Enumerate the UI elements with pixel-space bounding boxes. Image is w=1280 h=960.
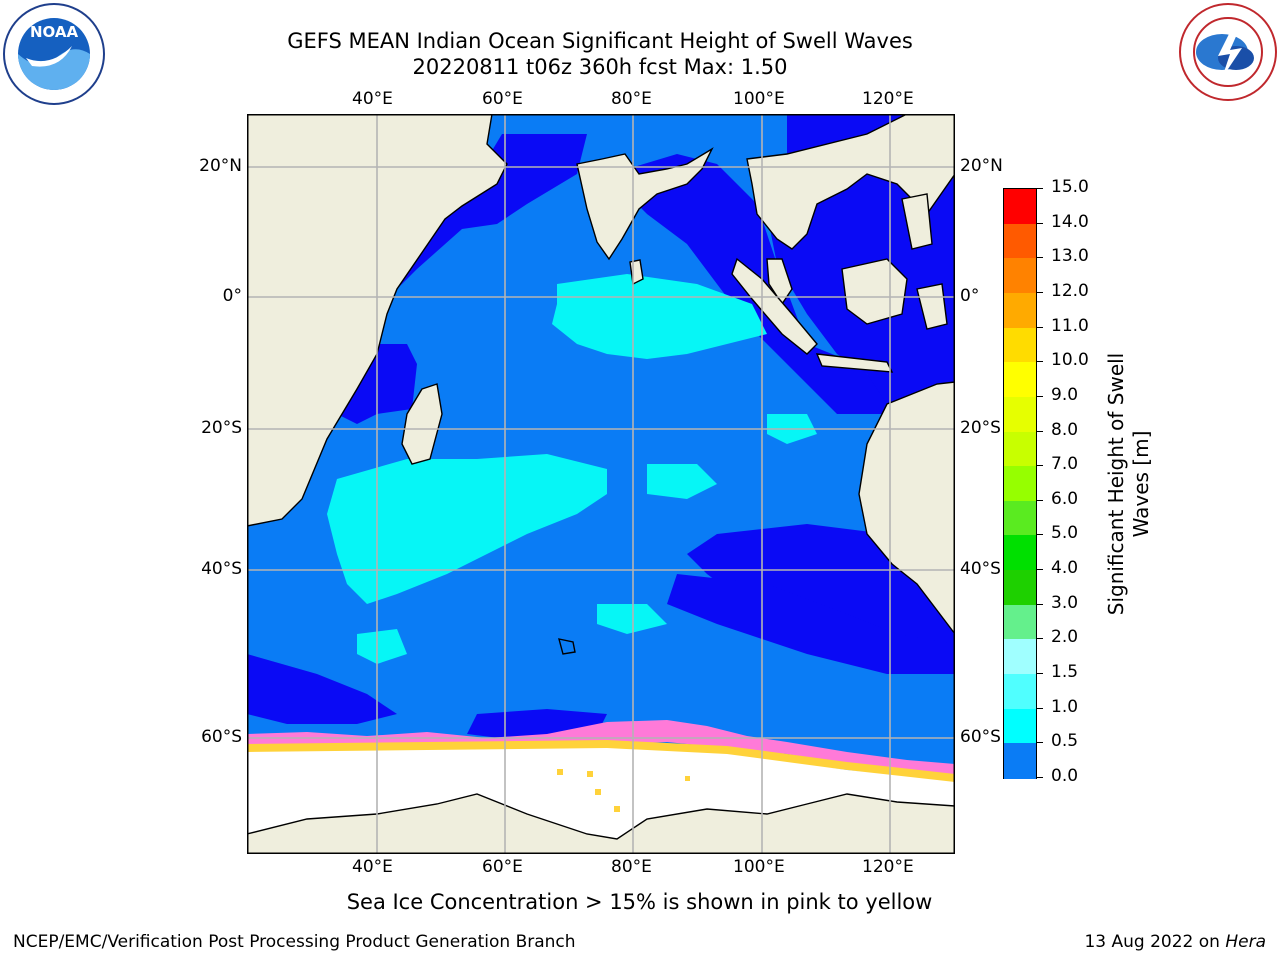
colorbar-segment [1004, 258, 1036, 294]
gridlines [247, 114, 955, 854]
lat-label-right-20n: 20°N [960, 156, 1003, 176]
colorbar-tick-mark [1037, 430, 1043, 432]
colorbar-tick-mark [1037, 638, 1043, 640]
colorbar-segment [1004, 292, 1036, 329]
map-panel [247, 114, 955, 854]
footer-date-text: 13 Aug 2022 on [1084, 932, 1226, 952]
lat-label-left-20n: 20°N [199, 156, 242, 176]
colorbar-segment [1004, 639, 1036, 675]
colorbar [1003, 188, 1037, 779]
colorbar-tick-mark [1037, 499, 1043, 501]
lat-label-left-0: 0° [222, 286, 242, 306]
colorbar-segment [1004, 396, 1036, 433]
noaa-logo-text: NOAA [30, 23, 79, 41]
footer-producer: NCEP/EMC/Verification Post Processing Pr… [13, 932, 576, 952]
colorbar-tick-label: 4.0 [1051, 558, 1079, 579]
colorbar-tick-label: 14.0 [1051, 211, 1089, 232]
colorbar-tick-label: 15.0 [1051, 177, 1089, 197]
lon-label-top-100e: 100°E [733, 89, 785, 109]
colorbar-tick-mark [1037, 742, 1043, 744]
colorbar-tick-label: 0.0 [1051, 766, 1079, 786]
colorbar-tick-label: 9.0 [1051, 384, 1079, 405]
colorbar-segment [1004, 223, 1036, 259]
map-frame [247, 114, 955, 854]
lon-label-bottom-40e: 40°E [352, 857, 393, 877]
colorbar-tick-mark [1037, 777, 1043, 778]
colorbar-tick-mark [1037, 603, 1043, 605]
colorbar-segment [1004, 535, 1036, 571]
colorbar-tick-label: 8.0 [1051, 419, 1079, 440]
colorbar-tick-mark [1037, 291, 1043, 293]
map-title-line2: 20220811 t06z 360h fcst Max: 1.50 [412, 55, 788, 79]
lon-label-top-40e: 40°E [352, 89, 393, 109]
colorbar-segment [1004, 604, 1036, 640]
antarctica [247, 793, 955, 854]
colorbar-segment [1004, 674, 1036, 710]
colorbar-label-line2: Waves [m] [1129, 430, 1153, 538]
colorbar-segment [1004, 362, 1036, 398]
colorbar-tick-label: 11.0 [1051, 315, 1089, 336]
lat-label-right-60s: 60°S [960, 727, 1001, 747]
colorbar-tick-label: 2.0 [1051, 627, 1079, 648]
colorbar-tick-label: 1.0 [1051, 696, 1079, 717]
land-masses [247, 114, 955, 655]
lon-label-top-60e: 60°E [482, 89, 523, 109]
colorbar-segment [1004, 570, 1036, 606]
colorbar-tick-mark [1037, 707, 1043, 709]
map-title-line1: GEFS MEAN Indian Ocean Significant Heigh… [287, 29, 913, 53]
lat-label-right-20s: 20°S [960, 418, 1001, 438]
colorbar-tick-mark [1037, 569, 1043, 571]
colorbar-tick-label: 0.5 [1051, 731, 1079, 752]
lat-label-left-20s: 20°S [201, 418, 242, 438]
lat-label-left-40s: 40°S [201, 559, 242, 579]
colorbar-tick-mark [1037, 465, 1043, 467]
colorbar-tick-mark [1037, 673, 1043, 675]
colorbar-ticks: 15.0 14.0 13.0 12.0 11.0 10.0 9.0 8.0 7.0 6.0 5.0 4… [1037, 177, 1097, 786]
noaa-logo: NOAA [3, 3, 105, 105]
colorbar-tick-label: 3.0 [1051, 592, 1079, 613]
colorbar-tick-mark [1037, 326, 1043, 328]
colorbar-tick-label: 12.0 [1051, 280, 1089, 301]
colorbar-tick-label: 7.0 [1051, 454, 1079, 475]
sea-ice-note: Sea Ice Concentration > 15% is shown in … [346, 890, 933, 914]
nws-logo [1179, 3, 1277, 101]
lon-label-top-120e: 120°E [862, 89, 914, 109]
colorbar-segment [1004, 500, 1036, 537]
footer-host: Hera [1225, 932, 1266, 952]
colorbar-segment [1004, 466, 1036, 502]
colorbar-segment [1004, 743, 1036, 779]
colorbar-tick-label: 10.0 [1051, 350, 1089, 371]
colorbar-tick-label: 1.5 [1051, 662, 1079, 683]
high-swell-regions [327, 274, 817, 664]
colorbar-tick-mark [1037, 257, 1043, 259]
lon-label-top-80e: 80°E [611, 89, 652, 109]
lon-label-bottom-100e: 100°E [733, 857, 785, 877]
colorbar-tick-mark [1037, 534, 1043, 536]
lat-label-right-40s: 40°S [960, 559, 1001, 579]
ice-specks [557, 769, 690, 812]
colorbar-tick-mark [1037, 395, 1043, 397]
lat-label-right-0: 0° [960, 286, 980, 306]
colorbar-segment [1004, 708, 1036, 744]
colorbar-tick-label: 6.0 [1051, 488, 1079, 509]
colorbar-tick-mark [1037, 188, 1043, 189]
colorbar-tick-label: 5.0 [1051, 523, 1079, 544]
colorbar-tick-mark [1037, 361, 1043, 363]
colorbar-label-line1: Significant Height of Swell [1104, 352, 1128, 616]
colorbar-segment [1004, 327, 1036, 363]
lon-label-bottom-60e: 60°E [482, 857, 523, 877]
colorbar-segment [1004, 189, 1036, 225]
colorbar-segment [1004, 431, 1036, 467]
footer-date: 13 Aug 2022 on Hera [1084, 932, 1266, 952]
lon-label-bottom-80e: 80°E [611, 857, 652, 877]
lon-label-bottom-120e: 120°E [862, 857, 914, 877]
lat-label-left-60s: 60°S [201, 727, 242, 747]
sea-ice-edge [247, 720, 955, 778]
colorbar-tick-mark [1037, 222, 1043, 224]
colorbar-tick-label: 13.0 [1051, 246, 1089, 267]
